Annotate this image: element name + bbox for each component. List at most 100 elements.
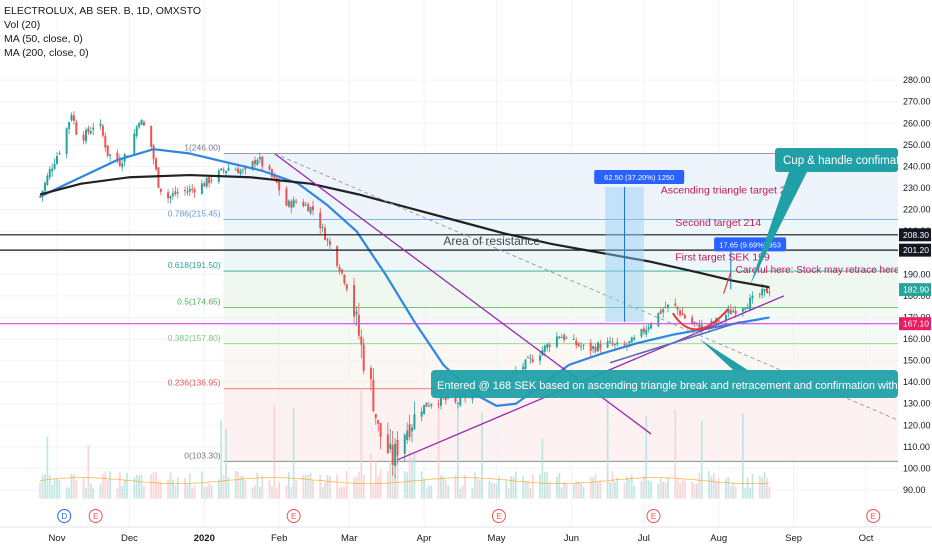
candle-body — [691, 317, 694, 325]
first-target-label[interactable]: First target SEK 199 — [675, 251, 770, 263]
candle-body — [251, 160, 254, 170]
symbol-title[interactable]: ELECTROLUX, AB SER. B, 1D, OMXSTO — [4, 5, 202, 17]
candle-body — [403, 434, 406, 454]
ma50-legend[interactable]: MA (50, close, 0) — [4, 33, 83, 45]
volume-bar — [53, 478, 56, 499]
ma200-legend[interactable]: MA (200, close, 0) — [4, 47, 89, 59]
measure-label-big: 62.50 (37.20%) 1250 — [604, 173, 674, 182]
candle-body — [205, 177, 208, 187]
volume-bar — [606, 395, 609, 499]
volume-bar — [444, 479, 447, 499]
volume-bar — [577, 481, 580, 499]
volume-bar — [633, 485, 636, 499]
event-marker[interactable] — [646, 509, 661, 523]
event-marker-label: E — [291, 512, 296, 521]
area-of-resistance-label[interactable]: Area of resistance — [443, 234, 540, 248]
volume-bar — [425, 487, 428, 499]
candle-body — [58, 153, 61, 155]
entered-text[interactable]: Entered @ 168 SEK based on ascending tri… — [437, 380, 908, 392]
trendline-triangle-support[interactable] — [609, 320, 741, 364]
vol-legend[interactable]: Vol (20) — [4, 19, 41, 31]
volume-bar — [437, 388, 440, 499]
price-tag-bg — [899, 317, 931, 331]
volume-bar — [39, 482, 41, 499]
volume-bar — [357, 471, 360, 499]
event-marker[interactable] — [491, 509, 506, 523]
volume-bar — [353, 477, 355, 499]
candle-body — [261, 156, 264, 167]
candle-body — [766, 287, 769, 294]
candle-body — [309, 207, 312, 214]
volume-bar — [41, 475, 44, 499]
volume-bar — [565, 483, 568, 499]
volume-bar — [225, 428, 227, 499]
price-tick-label: 240.00 — [903, 161, 931, 171]
asc-triangle-label[interactable]: Ascending triangle target 228 — [661, 184, 798, 196]
volume-bar — [208, 482, 211, 499]
volume-bar — [51, 484, 54, 499]
candle-body — [611, 342, 614, 345]
candle-body — [56, 156, 58, 164]
candle-body — [208, 176, 211, 184]
candle-body — [150, 125, 153, 147]
event-marker[interactable] — [57, 509, 72, 523]
candle-body — [357, 314, 360, 336]
volume-bar — [647, 480, 650, 499]
candle-body — [39, 196, 42, 198]
event-marker[interactable] — [286, 509, 301, 523]
candle-body — [43, 182, 46, 192]
event-marker[interactable] — [866, 509, 881, 523]
volume-bar — [539, 474, 541, 499]
fib-label: 0.618(191.50) — [168, 260, 221, 270]
careful-label[interactable]: Careful here: Stock may retrace here at … — [736, 265, 932, 276]
volume-bar — [377, 475, 380, 499]
candle-body — [273, 175, 276, 178]
volume-bar — [191, 488, 194, 499]
candle-body — [101, 125, 104, 136]
volume-bar — [582, 486, 585, 499]
volume-bar — [140, 474, 143, 499]
volume-bar — [546, 471, 549, 499]
entered-callout[interactable] — [431, 370, 898, 398]
cup-arc[interactable] — [671, 308, 730, 331]
candle-body — [679, 310, 682, 316]
candle-body — [140, 120, 143, 125]
cup-handle-callout[interactable] — [775, 148, 898, 172]
volume-bar — [159, 482, 162, 499]
volume-bar — [82, 477, 85, 499]
volume-bar — [188, 473, 191, 499]
candle-body — [666, 304, 669, 308]
volume-bar — [237, 471, 240, 499]
volume-bar — [408, 450, 411, 499]
candle-body — [708, 326, 711, 328]
candle-body — [65, 128, 68, 154]
volume-bar — [456, 405, 459, 499]
volume-bar — [75, 480, 78, 499]
candle-body — [135, 126, 138, 136]
volume-bar — [628, 479, 631, 499]
volume-bar — [58, 480, 61, 499]
event-marker[interactable] — [88, 509, 103, 523]
volume-bar — [734, 486, 737, 499]
candle-body — [167, 192, 170, 199]
volume-bar — [498, 476, 500, 499]
cup-handle-text[interactable]: Cup & handle confimatio — [783, 155, 908, 167]
candle-body — [374, 413, 377, 418]
candle-body — [48, 169, 51, 178]
candle-body — [693, 322, 696, 324]
annotations[interactable]: 62.50 (37.20%) 1250 17.65 (9.69%) 353 Area… — [431, 148, 932, 398]
candle-body — [176, 192, 179, 194]
volume-bar — [597, 482, 599, 499]
time-tick-label: Oct — [859, 533, 874, 544]
volume-bar — [251, 487, 254, 499]
price-tag-bg — [899, 283, 931, 297]
volume-bar — [761, 477, 764, 499]
candle-body — [72, 115, 75, 121]
measure-label-big-bg[interactable] — [594, 169, 685, 184]
time-tick-label: Jun — [564, 533, 579, 544]
candle-body — [227, 168, 230, 171]
candle-body — [321, 226, 324, 228]
second-target-label[interactable]: Second target 214 — [675, 217, 761, 229]
candle-body — [222, 169, 225, 171]
